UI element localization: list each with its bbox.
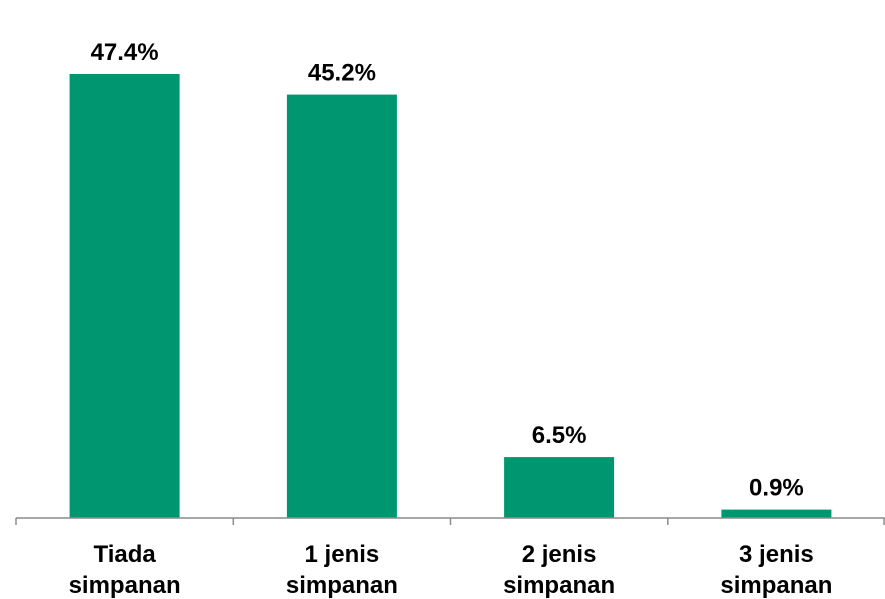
category-label-3: 2 jenis simpanan bbox=[503, 541, 615, 599]
data-label-4: 0.9% bbox=[749, 475, 804, 502]
data-label-2: 45.2% bbox=[308, 60, 376, 87]
category-label-4: 3 jenis simpanan bbox=[720, 541, 832, 599]
category-label-line: simpanan bbox=[286, 572, 398, 599]
category-label-line: 3 jenis bbox=[739, 541, 814, 568]
category-label-1: Tiada simpanan bbox=[69, 541, 181, 599]
bar-1 bbox=[69, 74, 180, 518]
data-label-1: 47.4% bbox=[91, 39, 159, 66]
bars-group bbox=[69, 74, 832, 518]
category-label-line: simpanan bbox=[69, 572, 181, 599]
data-label-3: 6.5% bbox=[532, 422, 587, 449]
bar-2 bbox=[286, 94, 397, 518]
bar-4 bbox=[721, 509, 832, 518]
category-label-line: Tiada bbox=[93, 541, 156, 568]
category-label-line: simpanan bbox=[720, 572, 832, 599]
bar-3 bbox=[504, 457, 615, 518]
category-label-line: 1 jenis bbox=[305, 541, 380, 568]
category-label-line: simpanan bbox=[503, 572, 615, 599]
category-label-2: 1 jenis simpanan bbox=[286, 541, 398, 599]
x-axis bbox=[15, 517, 885, 525]
category-label-line: 2 jenis bbox=[522, 541, 597, 568]
labels-group: 47.4% Tiada simpanan 45.2% 1 jenis simpanan 6.… bbox=[69, 39, 833, 599]
